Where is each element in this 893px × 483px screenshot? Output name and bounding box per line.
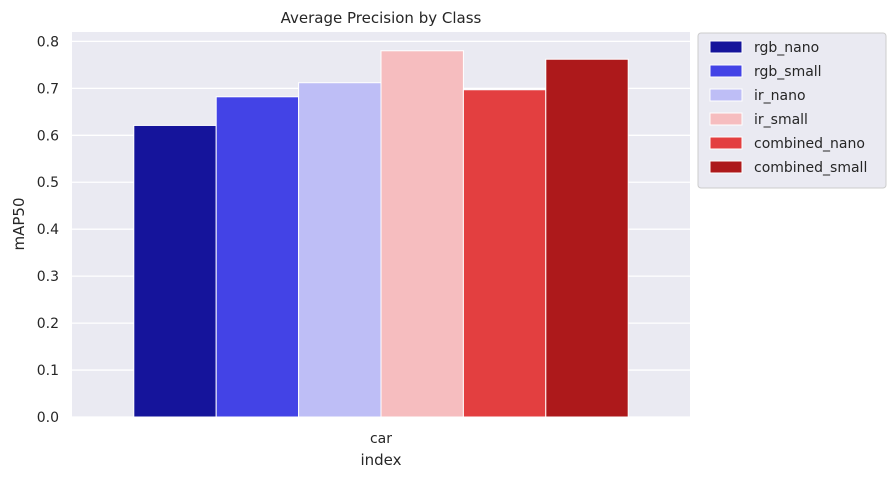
bar-ir_small <box>380 50 464 418</box>
legend-label-rgb_small: rgb_small <box>754 64 822 80</box>
x-tick-label: car <box>370 431 392 447</box>
legend: rgb_nano rgb_small ir_nano ir_small combined… <box>697 32 887 189</box>
legend-swatch-rgb_nano <box>709 40 743 54</box>
legend-swatch-rgb_small <box>709 64 743 78</box>
y-tick-labels: 0.0 0.1 0.2 0.3 0.4 0.5 0.6 0.7 0.8 <box>37 34 59 426</box>
y-tick-label: 0.1 <box>37 363 59 379</box>
legend-label-ir_small: ir_small <box>754 112 808 128</box>
y-tick-label: 0.3 <box>37 269 59 285</box>
legend-label-combined_nano: combined_nano <box>754 136 865 152</box>
x-tick-labels: car <box>370 431 392 447</box>
y-tick-label: 0.5 <box>37 175 59 191</box>
y-tick-label: 0.7 <box>37 81 59 97</box>
legend-swatch-combined_nano <box>709 136 743 150</box>
legend-label-ir_nano: ir_nano <box>754 88 806 104</box>
y-tick-label: 0.0 <box>37 410 59 426</box>
bar-combined_nano <box>462 89 547 418</box>
legend-swatch-combined_small <box>709 160 743 174</box>
chart-title: Average Precision by Class <box>281 9 482 27</box>
legend-swatch-ir_small <box>709 112 743 126</box>
legend-label-combined_small: combined_small <box>754 160 867 176</box>
bar-rgb_nano <box>133 124 217 418</box>
y-tick-label: 0.6 <box>37 128 59 144</box>
bar-combined_small <box>545 58 629 418</box>
legend-swatch-ir_nano <box>709 88 743 102</box>
y-tick-label: 0.4 <box>37 222 59 238</box>
y-axis-label: mAP50 <box>10 197 28 250</box>
y-tick-label: 0.8 <box>37 34 59 50</box>
bar-ir_nano <box>298 82 382 418</box>
bar-rgb_small <box>215 96 300 418</box>
bars <box>133 50 629 418</box>
legend-label-rgb_nano: rgb_nano <box>754 40 819 56</box>
y-tick-label: 0.2 <box>37 316 59 332</box>
legend-frame <box>697 32 887 189</box>
x-axis-label: index <box>360 451 401 469</box>
